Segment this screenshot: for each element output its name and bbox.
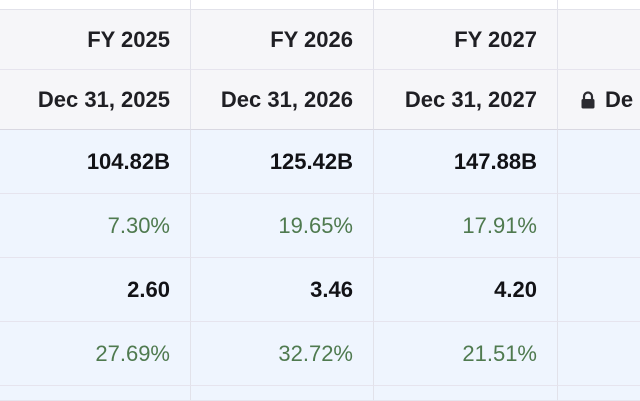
table-cell-locked [558, 194, 640, 258]
table-cell [374, 386, 558, 401]
table-cell-locked [558, 258, 640, 322]
table-cell: 27.69% [8, 322, 191, 386]
table-cell: 104.82B [8, 130, 191, 194]
table-cell: 21.51% [374, 322, 558, 386]
header-fiscal-year: FY 2025 [8, 10, 191, 70]
locked-period-label: De [605, 86, 634, 112]
header-period-end: Dec 31, 2027 [374, 70, 558, 130]
table-cell-locked [558, 386, 640, 401]
table-cell: 7.30% [8, 194, 191, 258]
header-fiscal-year-locked [558, 10, 640, 70]
header-period-end-locked[interactable]: De [558, 70, 640, 130]
table-cell: 125.42B [191, 130, 374, 194]
table-cell: 2.60 [8, 258, 191, 322]
top-gap [8, 0, 191, 10]
table-cell-locked [558, 130, 640, 194]
lock-icon [581, 90, 595, 108]
top-gap [191, 0, 374, 10]
table-cell: 32.72% [191, 322, 374, 386]
table-cell: 19.65% [191, 194, 374, 258]
table-cell: 4.20 [374, 258, 558, 322]
table-cell [8, 386, 191, 401]
top-gap [374, 0, 558, 10]
header-fiscal-year: FY 2027 [374, 10, 558, 70]
table-cell: 17.91% [374, 194, 558, 258]
table-cell [191, 386, 374, 401]
header-fiscal-year: FY 2026 [191, 10, 374, 70]
header-period-end: Dec 31, 2026 [191, 70, 374, 130]
header-period-end: Dec 31, 2025 [8, 70, 191, 130]
table-cell: 3.46 [191, 258, 374, 322]
table-cell-locked [558, 322, 640, 386]
table-cell: 147.88B [374, 130, 558, 194]
top-gap [558, 0, 640, 10]
